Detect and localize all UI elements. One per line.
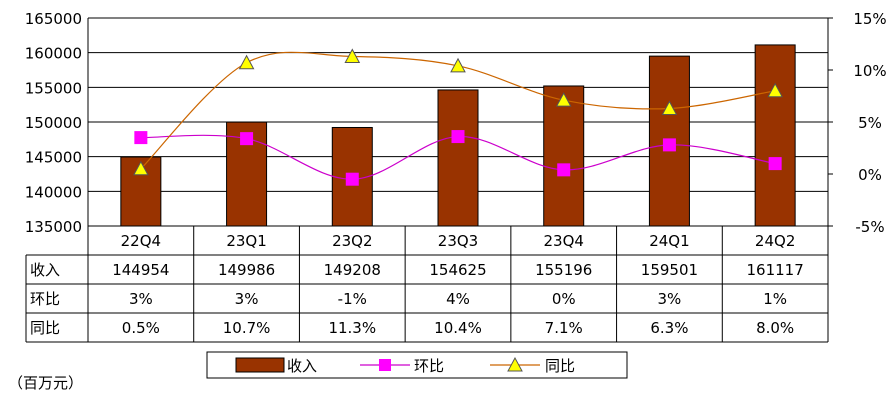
table-cell: 8.0%: [756, 319, 794, 337]
y2-tick-label: 5%: [858, 114, 882, 132]
table-cell: 149986: [218, 261, 275, 279]
table-row-label: 同比: [30, 319, 60, 337]
y-tick-label: 140000: [25, 183, 82, 201]
category-label: 23Q2: [332, 232, 372, 250]
legend-marker-square: [379, 359, 391, 371]
table-cell: 10.4%: [434, 319, 482, 337]
point-triangle: [344, 48, 361, 63]
table-cell: 4%: [446, 290, 470, 308]
bar: [754, 44, 796, 227]
point-square: [345, 172, 359, 186]
table-cell: 6.3%: [650, 319, 688, 337]
table-cell: 7.1%: [545, 319, 583, 337]
point-triangle: [767, 82, 783, 98]
table-cell: 154625: [429, 261, 486, 279]
y2-tick-label: 15%: [853, 10, 886, 28]
y-tick-label: 145000: [25, 149, 82, 167]
category-label: 22Q4: [121, 232, 161, 250]
table-cell: -1%: [338, 290, 367, 308]
legend-label: 收入: [287, 357, 317, 375]
point-square: [557, 163, 571, 177]
table-cell: 0%: [552, 290, 576, 308]
table-cell: 149208: [324, 261, 381, 279]
y2-tick-label: -5%: [855, 218, 884, 236]
y-tick-label: 165000: [25, 10, 82, 28]
unit-label: （百万元）: [8, 374, 84, 392]
legend-marker-triangle: [507, 356, 523, 372]
line-series: [133, 48, 783, 186]
y-tick-label: 150000: [25, 114, 82, 132]
point-triangle: [661, 100, 678, 115]
bar: [543, 85, 585, 227]
right-axis-ticks: -5% 0% 5% 10% 15%: [828, 10, 887, 236]
point-triangle: [450, 57, 466, 73]
point-triangle: [555, 92, 572, 107]
point-triangle: [133, 160, 149, 176]
category-label: 23Q4: [543, 232, 583, 250]
y-tick-label: 135000: [25, 218, 82, 236]
y-tick-label: 160000: [25, 45, 82, 63]
legend-label: 环比: [414, 357, 444, 375]
category-label: 24Q2: [755, 232, 795, 250]
table-cell: 11.3%: [328, 319, 376, 337]
point-triangle: [238, 54, 255, 70]
point-square: [451, 130, 465, 144]
legend: 收入 环比 同比: [206, 351, 628, 379]
table-row-label: 收入: [30, 261, 60, 279]
y2-tick-label: 0%: [858, 166, 882, 184]
data-table: 22Q4 23Q1 23Q2 23Q3 23Q4 24Q1 24Q2 收入 144954 1499…: [25, 225, 829, 343]
table-cell: 0.5%: [122, 319, 160, 337]
category-label: 23Q1: [226, 232, 266, 250]
table-cell: 3%: [235, 290, 259, 308]
category-label: 24Q1: [649, 232, 689, 250]
legend-swatch-bar: [235, 357, 285, 373]
table-cell: 3%: [658, 290, 682, 308]
y2-tick-label: 10%: [853, 62, 886, 80]
table-cell: 155196: [535, 261, 592, 279]
point-square: [662, 138, 676, 152]
point-square: [768, 157, 782, 171]
table-row-label: 环比: [30, 290, 60, 308]
table-cell: 3%: [129, 290, 153, 308]
table-cell: 159501: [641, 261, 698, 279]
table-cell: 161117: [747, 261, 804, 279]
point-square: [134, 131, 148, 145]
left-axis-ticks: 135000 140000 145000 150000 155000 160000 1650…: [25, 10, 82, 236]
category-label: 23Q3: [438, 232, 478, 250]
table-cell: 10.7%: [223, 319, 271, 337]
legend-label: 同比: [545, 357, 575, 375]
bar: [437, 89, 479, 227]
table-cell: 144954: [112, 261, 169, 279]
table-cell: 1%: [763, 290, 787, 308]
y-tick-label: 155000: [25, 79, 82, 97]
point-square: [240, 132, 254, 146]
